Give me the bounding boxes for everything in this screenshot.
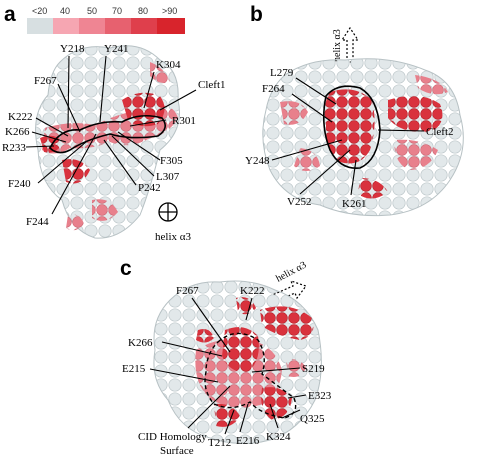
panel-b-letter: b: [250, 3, 263, 26]
label-cid-homology: CID Homology: [138, 431, 207, 443]
label-p242: P242: [138, 182, 161, 194]
panel-b: b helix α3 L279 F264 Cleft2: [245, 3, 464, 217]
label-k304: K304: [156, 59, 181, 71]
label-f240: F240: [8, 178, 31, 190]
panel-c: c helix α3: [120, 257, 332, 457]
legend-label-lt20: <20: [32, 6, 47, 16]
label-c-e323: E323: [308, 390, 332, 402]
label-k222: K222: [8, 111, 32, 123]
legend-label-80: 80: [138, 6, 148, 16]
label-c-k266: K266: [128, 337, 153, 349]
legend-swatch-80: [131, 18, 157, 34]
panel-a-letter: a: [4, 3, 16, 26]
panel-b-leaders: [271, 77, 425, 196]
label-helix-a3-a: helix α3: [155, 231, 192, 243]
label-helix-a3-c: helix α3: [274, 260, 308, 285]
color-legend: <20 40 50 70 80 >90: [27, 6, 185, 34]
legend-label-gt90: >90: [162, 6, 177, 16]
legend-label-50: 50: [87, 6, 97, 16]
legend-label-40: 40: [60, 6, 70, 16]
panel-a: a <20 40 50 70 80 >90: [2, 3, 226, 243]
label-f244: F244: [26, 216, 49, 228]
legend-swatch-50: [79, 18, 105, 34]
label-c-q325: Q325: [300, 413, 325, 425]
label-c-e215: E215: [122, 363, 146, 375]
label-c-e216: E216: [236, 435, 260, 447]
label-y218: Y218: [60, 43, 85, 55]
label-r301: R301: [172, 115, 196, 127]
panel-a-leaders: [25, 55, 197, 215]
legend-swatch-70: [105, 18, 131, 34]
label-cleft2: Cleft2: [426, 126, 454, 138]
label-cid-surface: Surface: [160, 445, 194, 457]
label-c-f267: F267: [176, 285, 199, 297]
label-v252: V252: [287, 196, 311, 208]
label-l307: L307: [156, 171, 180, 183]
label-l279: L279: [270, 67, 294, 79]
label-helix-a3-b: helix α3: [332, 29, 343, 62]
helix-arrow-b: helix α3: [332, 26, 360, 63]
label-f305: F305: [160, 155, 183, 167]
label-f264: F264: [262, 83, 285, 95]
panel-c-letter: c: [120, 257, 132, 280]
label-k261: K261: [342, 198, 366, 210]
protein-surface-c: [153, 280, 322, 444]
label-f267: F267: [34, 75, 57, 87]
label-c-s219: S219: [302, 363, 325, 375]
label-y248: Y248: [245, 155, 270, 167]
label-c-k222: K222: [240, 285, 264, 297]
label-cleft1: Cleft1: [198, 79, 226, 91]
legend-label-70: 70: [112, 6, 122, 16]
label-y241: Y241: [104, 43, 128, 55]
helix-axis-symbol: [158, 202, 178, 222]
legend-swatch-lt20: [27, 18, 53, 34]
label-r233: R233: [2, 142, 26, 154]
protein-surface-b: [262, 58, 464, 217]
protein-surface-a: [35, 45, 180, 239]
label-c-t212: T212: [208, 437, 231, 449]
legend-swatch-40: [53, 18, 79, 34]
label-k266: K266: [5, 126, 30, 138]
label-c-k324: K324: [266, 431, 291, 443]
panel-c-leaders: [149, 297, 307, 435]
legend-swatch-gt90: [157, 18, 185, 34]
